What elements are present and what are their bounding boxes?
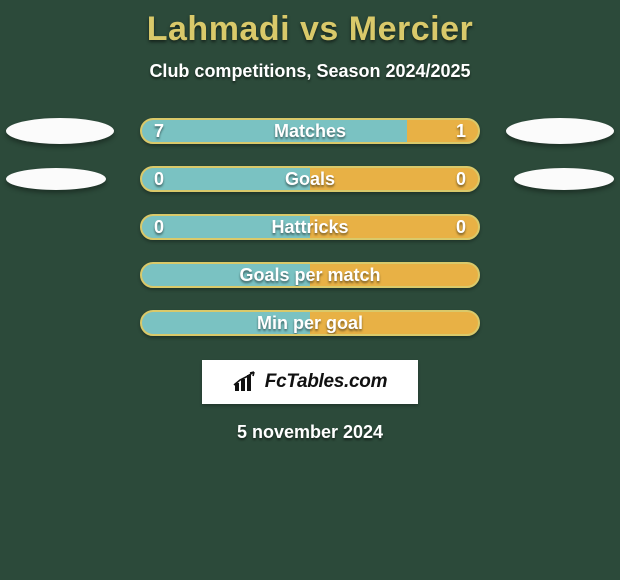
subtitle: Club competitions, Season 2024/2025 (0, 61, 620, 82)
stat-bar: 71Matches (140, 118, 480, 144)
stat-bar-left-fill (142, 312, 310, 334)
logo-box: FcTables.com (202, 360, 418, 404)
stat-bar-left-fill (142, 168, 310, 190)
stat-row: 00Goals (0, 166, 620, 192)
stat-bar-left-fill (142, 216, 310, 238)
player-ellipse-right (514, 168, 614, 190)
comparison-canvas: Lahmadi vs Mercier Club competitions, Se… (0, 0, 620, 580)
stat-right-value: 0 (444, 168, 478, 190)
player-ellipse-left (6, 168, 106, 190)
stat-right-value: 0 (444, 216, 478, 238)
stat-bar: 00Goals (140, 166, 480, 192)
bars-icon (233, 371, 259, 393)
stat-bar: Min per goal (140, 310, 480, 336)
logo-text: FcTables.com (265, 371, 387, 393)
player-ellipse-left (6, 118, 114, 144)
stat-row: Min per goal (0, 310, 620, 336)
stat-row: Goals per match (0, 262, 620, 288)
player-ellipse-right (506, 118, 614, 144)
stat-right-value: 1 (444, 120, 478, 142)
stat-bar-left-fill (142, 264, 310, 286)
stat-bar-left-fill (142, 120, 407, 142)
page-title: Lahmadi vs Mercier (0, 0, 620, 49)
stat-row: 71Matches (0, 118, 620, 144)
stat-rows: 71Matches 00Goals 00Hattricks Goals per mat… (0, 118, 620, 336)
stat-row: 00Hattricks (0, 214, 620, 240)
stat-bar: 00Hattricks (140, 214, 480, 240)
date-text: 5 november 2024 (0, 422, 620, 443)
stat-bar: Goals per match (140, 262, 480, 288)
